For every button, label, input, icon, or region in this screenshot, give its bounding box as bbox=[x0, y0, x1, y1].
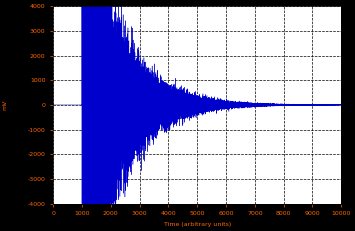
Y-axis label: mV: mV bbox=[2, 100, 7, 110]
X-axis label: Time (arbitrary units): Time (arbitrary units) bbox=[164, 222, 231, 227]
